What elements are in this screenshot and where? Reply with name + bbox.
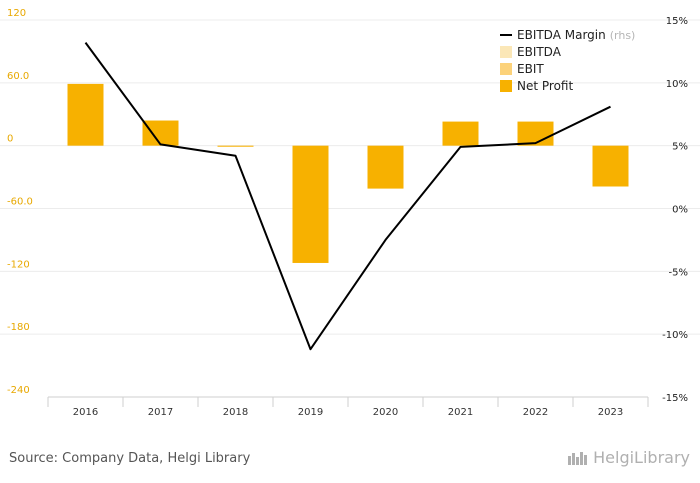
source-note: Source: Company Data, Helgi Library — [9, 451, 251, 466]
x-tick-label: 2021 — [448, 407, 473, 418]
line-ebitda-margin — [84, 42, 611, 351]
legend: EBITDA Margin (rhs) EBITDA EBIT Net Profit — [500, 28, 635, 93]
x-tick-label: 2023 — [598, 407, 623, 418]
x-axis: 2016 2017 2018 2019 2020 2021 2022 2023 — [47, 396, 649, 418]
y-right-tick-label: 5% — [672, 142, 688, 153]
library-logo-icon — [568, 451, 588, 465]
legend-label: EBITDA Margin — [517, 28, 606, 42]
y-right-tick-label: -15% — [662, 393, 688, 404]
legend-label: EBIT — [517, 62, 544, 76]
bar-net-profit — [217, 145, 254, 147]
bar-net-profit — [367, 145, 404, 189]
legend-swatch — [500, 80, 512, 92]
x-tick-label: 2022 — [523, 407, 548, 418]
brand-name: HelgiLibrary — [593, 448, 690, 467]
x-tick-label: 2018 — [223, 407, 248, 418]
x-tick-label: 2016 — [73, 407, 98, 418]
gridlines — [0, 19, 700, 335]
legend-label: EBITDA — [517, 45, 562, 59]
brand-logo: HelgiLibrary — [567, 448, 690, 467]
y-right-tick-label: 15% — [666, 16, 688, 27]
legend-label: Net Profit — [517, 79, 573, 93]
bar-net-profit — [517, 121, 554, 146]
bar-net-profit — [142, 120, 179, 146]
legend-swatch — [500, 63, 512, 75]
bar-net-profit — [67, 83, 104, 146]
y-axis-left: 120 60.0 0 -60.0 -120 -180 -240 — [7, 8, 33, 396]
bar-net-profit — [442, 121, 479, 146]
legend-swatch — [500, 46, 512, 58]
line-series — [84, 42, 611, 351]
x-tick-label: 2019 — [298, 407, 323, 418]
x-tick-label: 2017 — [148, 407, 173, 418]
y-right-tick-label: 0% — [672, 205, 688, 216]
y-left-tick-label: -240 — [7, 385, 30, 396]
y-left-tick-label: 60.0 — [7, 71, 29, 82]
chart: 2016 2017 2018 2019 2020 2021 2022 2023 120 60.0… — [0, 8, 700, 418]
bar-net-profit — [292, 145, 329, 263]
legend-rhs-note: (rhs) — [610, 29, 636, 42]
y-left-tick-label: -180 — [7, 322, 30, 333]
y-right-tick-label: -10% — [662, 330, 688, 341]
y-left-tick-label: -60.0 — [7, 197, 33, 208]
y-left-tick-label: 0 — [7, 134, 13, 145]
y-right-tick-label: -5% — [669, 267, 688, 278]
y-left-tick-label: 120 — [7, 8, 26, 19]
y-left-tick-label: -120 — [7, 259, 30, 270]
y-axis-right: 15% 10% 5% 0% -5% -10% -15% — [662, 16, 688, 404]
bar-series — [67, 83, 629, 263]
bar-net-profit — [592, 145, 629, 187]
y-right-tick-label: 10% — [666, 79, 688, 90]
x-tick-label: 2020 — [373, 407, 398, 418]
